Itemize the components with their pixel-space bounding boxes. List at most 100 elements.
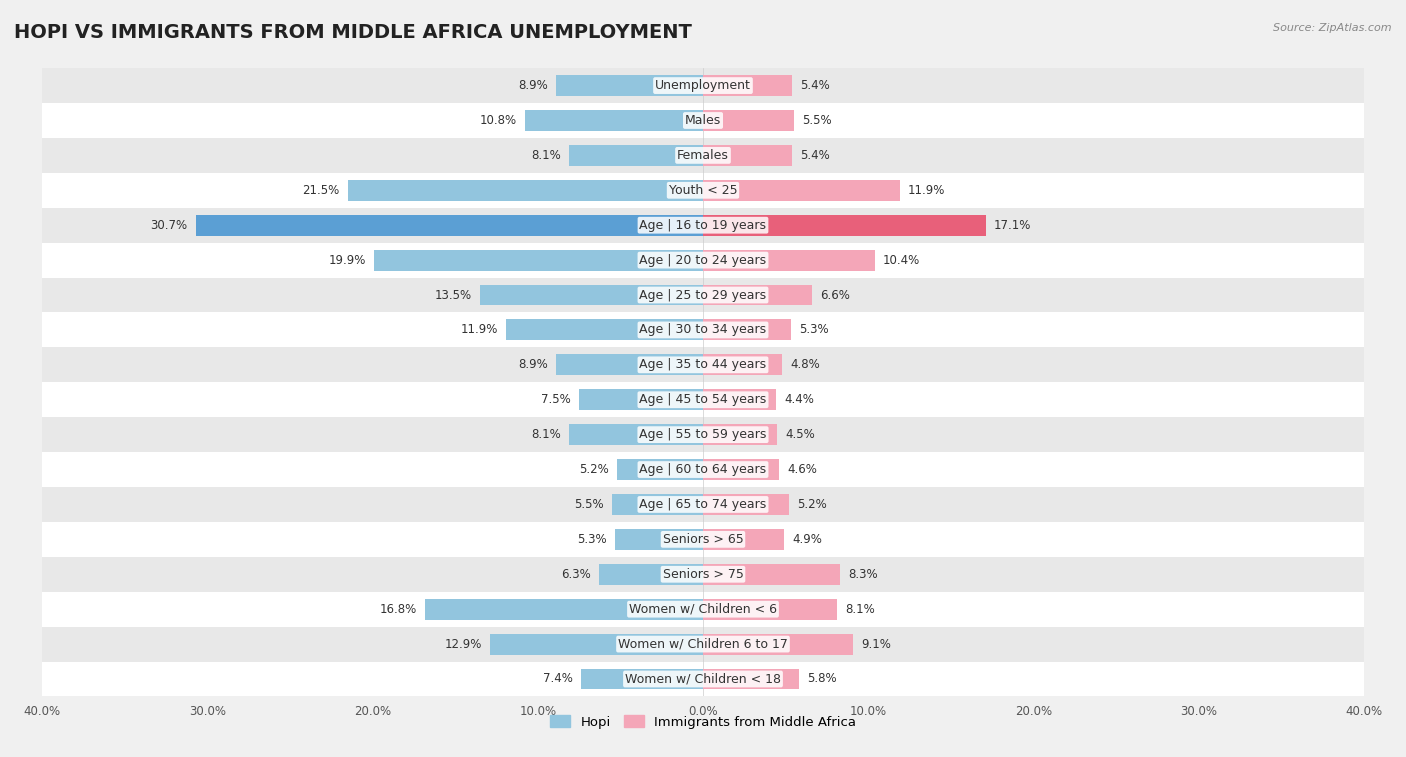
Text: 10.4%: 10.4% xyxy=(883,254,921,266)
Text: 5.4%: 5.4% xyxy=(800,79,830,92)
Text: 30.7%: 30.7% xyxy=(150,219,187,232)
Bar xyxy=(703,424,778,445)
Bar xyxy=(616,529,703,550)
Bar xyxy=(555,75,703,96)
Text: Age | 65 to 74 years: Age | 65 to 74 years xyxy=(640,498,766,511)
Bar xyxy=(703,285,813,306)
Bar xyxy=(581,668,703,690)
Text: 8.9%: 8.9% xyxy=(517,79,548,92)
Text: Age | 60 to 64 years: Age | 60 to 64 years xyxy=(640,463,766,476)
Bar xyxy=(703,354,782,375)
Text: 11.9%: 11.9% xyxy=(461,323,498,336)
Text: Males: Males xyxy=(685,114,721,127)
Bar xyxy=(569,145,703,166)
Text: Age | 35 to 44 years: Age | 35 to 44 years xyxy=(640,358,766,372)
Bar xyxy=(703,319,790,341)
Bar xyxy=(42,173,1364,207)
Text: 21.5%: 21.5% xyxy=(302,184,339,197)
Text: 10.8%: 10.8% xyxy=(479,114,516,127)
Text: 8.1%: 8.1% xyxy=(531,428,561,441)
Text: 5.3%: 5.3% xyxy=(799,323,828,336)
Text: 4.4%: 4.4% xyxy=(785,393,814,407)
Text: 8.1%: 8.1% xyxy=(845,603,875,615)
Text: Age | 20 to 24 years: Age | 20 to 24 years xyxy=(640,254,766,266)
Text: 6.6%: 6.6% xyxy=(820,288,851,301)
Text: Age | 30 to 34 years: Age | 30 to 34 years xyxy=(640,323,766,336)
Text: 12.9%: 12.9% xyxy=(444,637,482,650)
Bar xyxy=(524,110,703,131)
Bar xyxy=(555,354,703,375)
Bar xyxy=(42,522,1364,557)
Bar xyxy=(42,592,1364,627)
Text: Age | 25 to 29 years: Age | 25 to 29 years xyxy=(640,288,766,301)
Text: 11.9%: 11.9% xyxy=(908,184,945,197)
Bar xyxy=(703,599,837,620)
Bar xyxy=(703,110,794,131)
Bar xyxy=(42,278,1364,313)
Text: Females: Females xyxy=(678,149,728,162)
Bar xyxy=(42,347,1364,382)
Text: 5.5%: 5.5% xyxy=(574,498,605,511)
Bar xyxy=(703,634,853,655)
Text: 8.9%: 8.9% xyxy=(517,358,548,372)
Text: Seniors > 75: Seniors > 75 xyxy=(662,568,744,581)
Bar xyxy=(599,564,703,584)
Text: 8.3%: 8.3% xyxy=(848,568,877,581)
Bar xyxy=(195,215,703,235)
Bar xyxy=(347,180,703,201)
Bar xyxy=(42,103,1364,138)
Bar xyxy=(42,382,1364,417)
Bar xyxy=(42,627,1364,662)
Bar xyxy=(703,668,799,690)
Text: Seniors > 65: Seniors > 65 xyxy=(662,533,744,546)
Bar xyxy=(617,459,703,480)
Bar xyxy=(703,564,841,584)
Bar xyxy=(569,424,703,445)
Bar xyxy=(703,529,785,550)
Text: 5.5%: 5.5% xyxy=(801,114,832,127)
Text: 17.1%: 17.1% xyxy=(994,219,1031,232)
Bar xyxy=(42,138,1364,173)
Bar xyxy=(42,207,1364,243)
Text: 16.8%: 16.8% xyxy=(380,603,418,615)
Text: Women w/ Children 6 to 17: Women w/ Children 6 to 17 xyxy=(619,637,787,650)
Bar xyxy=(612,494,703,515)
Bar xyxy=(374,250,703,270)
Text: Youth < 25: Youth < 25 xyxy=(669,184,737,197)
Bar xyxy=(479,285,703,306)
Text: Age | 45 to 54 years: Age | 45 to 54 years xyxy=(640,393,766,407)
Text: 7.5%: 7.5% xyxy=(541,393,571,407)
Text: 6.3%: 6.3% xyxy=(561,568,591,581)
Bar xyxy=(703,494,789,515)
Text: 5.3%: 5.3% xyxy=(578,533,607,546)
Bar xyxy=(489,634,703,655)
Text: 4.9%: 4.9% xyxy=(792,533,823,546)
Text: Source: ZipAtlas.com: Source: ZipAtlas.com xyxy=(1274,23,1392,33)
Text: 5.8%: 5.8% xyxy=(807,672,837,686)
Bar xyxy=(703,180,900,201)
Bar xyxy=(426,599,703,620)
Text: Age | 55 to 59 years: Age | 55 to 59 years xyxy=(640,428,766,441)
Bar xyxy=(42,662,1364,696)
Bar xyxy=(703,145,792,166)
Text: 7.4%: 7.4% xyxy=(543,672,572,686)
Text: 4.5%: 4.5% xyxy=(786,428,815,441)
Bar xyxy=(703,75,792,96)
Text: 19.9%: 19.9% xyxy=(329,254,366,266)
Text: Women w/ Children < 6: Women w/ Children < 6 xyxy=(628,603,778,615)
Text: Age | 16 to 19 years: Age | 16 to 19 years xyxy=(640,219,766,232)
Bar xyxy=(703,389,776,410)
Bar xyxy=(579,389,703,410)
Text: 9.1%: 9.1% xyxy=(862,637,891,650)
Text: 5.2%: 5.2% xyxy=(797,498,827,511)
Text: Women w/ Children < 18: Women w/ Children < 18 xyxy=(626,672,780,686)
Bar xyxy=(703,250,875,270)
Bar xyxy=(703,459,779,480)
Text: 5.2%: 5.2% xyxy=(579,463,609,476)
Text: Unemployment: Unemployment xyxy=(655,79,751,92)
Legend: Hopi, Immigrants from Middle Africa: Hopi, Immigrants from Middle Africa xyxy=(544,710,862,734)
Bar xyxy=(703,215,986,235)
Text: HOPI VS IMMIGRANTS FROM MIDDLE AFRICA UNEMPLOYMENT: HOPI VS IMMIGRANTS FROM MIDDLE AFRICA UN… xyxy=(14,23,692,42)
Text: 13.5%: 13.5% xyxy=(434,288,471,301)
Text: 8.1%: 8.1% xyxy=(531,149,561,162)
